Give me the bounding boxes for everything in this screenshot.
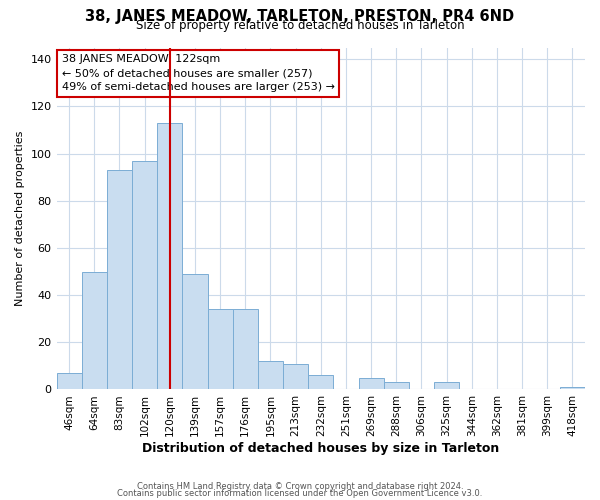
Bar bbox=[157, 123, 182, 390]
Text: 38 JANES MEADOW: 122sqm
← 50% of detached houses are smaller (257)
49% of semi-d: 38 JANES MEADOW: 122sqm ← 50% of detache… bbox=[62, 54, 335, 92]
Text: Size of property relative to detached houses in Tarleton: Size of property relative to detached ho… bbox=[136, 19, 464, 32]
Bar bbox=[208, 310, 233, 390]
X-axis label: Distribution of detached houses by size in Tarleton: Distribution of detached houses by size … bbox=[142, 442, 499, 455]
Bar bbox=[359, 378, 383, 390]
Bar bbox=[283, 364, 308, 390]
Bar bbox=[182, 274, 208, 390]
Bar bbox=[107, 170, 132, 390]
Bar bbox=[56, 373, 82, 390]
Bar bbox=[258, 361, 283, 390]
Text: 38, JANES MEADOW, TARLETON, PRESTON, PR4 6ND: 38, JANES MEADOW, TARLETON, PRESTON, PR4… bbox=[85, 8, 515, 24]
Bar bbox=[560, 387, 585, 390]
Bar bbox=[383, 382, 409, 390]
Bar bbox=[308, 376, 334, 390]
Bar bbox=[434, 382, 459, 390]
Bar bbox=[132, 160, 157, 390]
Bar bbox=[82, 272, 107, 390]
Y-axis label: Number of detached properties: Number of detached properties bbox=[15, 131, 25, 306]
Bar bbox=[233, 310, 258, 390]
Text: Contains public sector information licensed under the Open Government Licence v3: Contains public sector information licen… bbox=[118, 490, 482, 498]
Text: Contains HM Land Registry data © Crown copyright and database right 2024.: Contains HM Land Registry data © Crown c… bbox=[137, 482, 463, 491]
